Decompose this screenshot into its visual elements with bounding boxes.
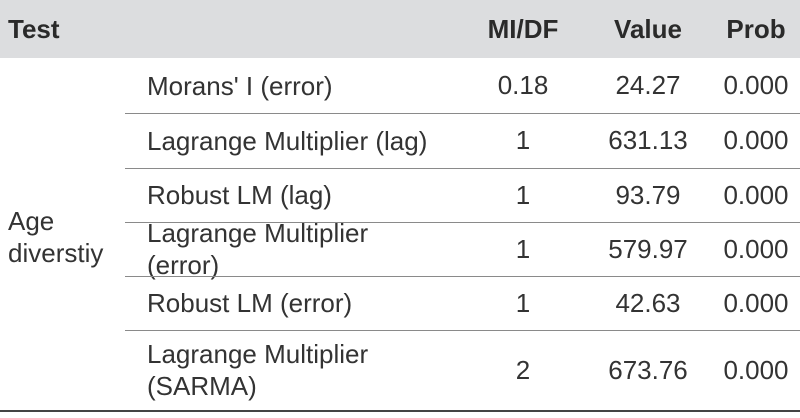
row-value: 24.27 <box>615 70 681 100</box>
row-test-name: Robust LM (lag) <box>147 180 332 210</box>
group-label: Age diverstiy <box>8 206 104 268</box>
row-test-name: Morans' I (error) <box>147 70 333 101</box>
row-midf: 2 <box>515 354 531 385</box>
header-test: Test <box>8 14 60 44</box>
row-divider <box>125 222 800 223</box>
row-prob: 0.000 <box>723 125 789 155</box>
row-test-name: Lagrange Multiplier (SARMA) <box>147 339 369 401</box>
row-midf: 1 <box>515 125 531 155</box>
row-midf: 1 <box>515 287 531 318</box>
table-bottom-rule <box>0 410 800 412</box>
row-prob: 0.000 <box>723 70 789 100</box>
header-value: Value <box>614 14 682 44</box>
row-prob: 0.000 <box>723 233 789 264</box>
row-value: 631.13 <box>608 125 688 155</box>
header-midf: MI/DF <box>487 14 559 44</box>
row-divider <box>125 168 800 169</box>
row-divider <box>125 113 800 114</box>
header-prob: Prob <box>726 14 786 44</box>
row-value: 93.79 <box>615 179 681 210</box>
row-divider <box>125 330 800 331</box>
row-midf: 1 <box>515 233 531 264</box>
row-midf: 1 <box>515 179 531 210</box>
row-prob: 0.000 <box>723 354 789 385</box>
row-divider <box>125 276 800 277</box>
row-value: 42.63 <box>615 287 681 318</box>
row-prob: 0.000 <box>723 287 789 318</box>
row-prob: 0.000 <box>723 179 789 210</box>
row-test-name: Lagrange Multiplier (error) <box>147 218 369 280</box>
row-midf: 0.18 <box>497 70 549 100</box>
row-test-name: Robust LM (error) <box>147 288 353 318</box>
table-header <box>0 0 800 58</box>
row-value: 673.76 <box>608 354 688 385</box>
row-test-name: Lagrange Multiplier (lag) <box>147 125 428 156</box>
row-value: 579.97 <box>608 233 688 264</box>
